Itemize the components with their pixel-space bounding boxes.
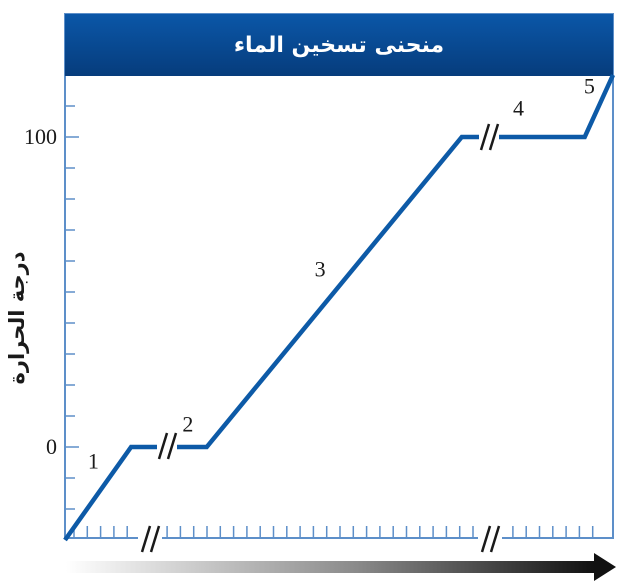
segment-label-2: 2 bbox=[182, 412, 193, 437]
plot-frame bbox=[64, 13, 614, 539]
x-axis-break-right bbox=[478, 524, 502, 554]
series-line bbox=[63, 74, 616, 542]
plateau-break-mark-2 bbox=[479, 123, 500, 151]
x-axis-arrow bbox=[66, 553, 616, 581]
title-band bbox=[65, 14, 613, 76]
x-axis-ticks bbox=[73, 526, 594, 538]
segment-label-1: 1 bbox=[88, 449, 99, 474]
y-axis-label: درجة الحرارة bbox=[5, 251, 29, 384]
chart-title: منحنى تسخين الماء bbox=[234, 33, 444, 58]
x-axis-break-left bbox=[138, 524, 162, 554]
segment-label-3: 3 bbox=[315, 257, 326, 282]
y-tick-label: 0 bbox=[46, 434, 57, 459]
segment-labels: 1 2 3 4 5 bbox=[88, 74, 595, 474]
segment-label-5: 5 bbox=[584, 74, 595, 99]
y-axis-minor-ticks bbox=[65, 105, 79, 510]
y-tick-label: 100 bbox=[24, 124, 57, 149]
y-axis-tick-labels: 0 100 bbox=[24, 124, 57, 459]
plateau-break-mark-1 bbox=[157, 432, 178, 460]
segment-label-4: 4 bbox=[513, 95, 524, 120]
